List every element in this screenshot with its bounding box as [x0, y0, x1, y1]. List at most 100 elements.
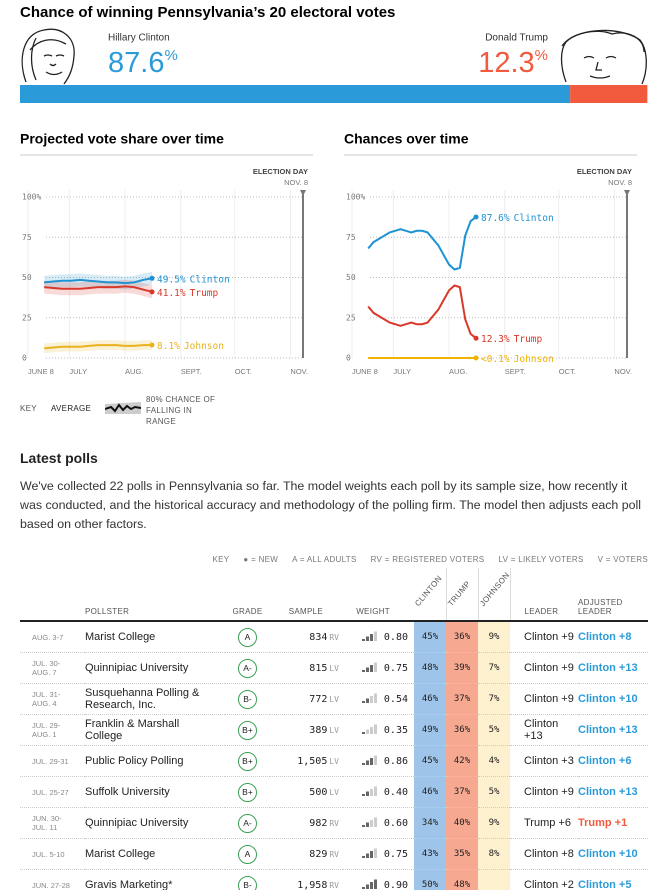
grade: B+ [238, 720, 257, 740]
pollster: Public Policy Polling [85, 745, 225, 777]
share: 50% [414, 869, 446, 890]
sample-size: 1,958 [297, 880, 328, 890]
weight: 0.35 [383, 725, 408, 736]
key-average: AVERAGE [51, 404, 92, 413]
candidate-label: TRUMP [445, 579, 472, 608]
weight: 0.54 [383, 694, 408, 705]
weight-cell: 0.60 [343, 807, 414, 839]
share: 48% [414, 652, 446, 684]
portrait [21, 28, 75, 85]
end-dot [149, 342, 155, 348]
sample-size: 772 [309, 694, 328, 705]
end-label: 87.6% Clinton [481, 212, 554, 223]
pollster: Franklin & Marshall College [85, 714, 225, 746]
portrait [560, 29, 647, 85]
weight: 0.40 [383, 787, 408, 798]
weight-bar [373, 817, 377, 827]
y-tick-label: 25 [22, 313, 32, 322]
weight-bar [369, 758, 373, 765]
weight: 0.60 [383, 818, 408, 829]
y-tick-label: 100% [22, 193, 41, 202]
share: 7% [478, 683, 510, 715]
sample-size: 834 [309, 632, 328, 643]
weight-icon [361, 817, 377, 827]
grade: B+ [238, 782, 257, 802]
candidate-label: CLINTON [413, 573, 444, 608]
share: 9% [478, 621, 510, 653]
series-line [44, 277, 153, 285]
percent-sign: % [164, 47, 177, 64]
grade: A- [238, 658, 257, 678]
weight-cell: 0.90 [343, 869, 414, 890]
election-day-label: ELECTION DAY [577, 167, 632, 176]
x-tick-label: JULY [69, 367, 87, 376]
end-dot [473, 214, 479, 220]
weight: 0.80 [383, 632, 408, 643]
weight-bar [369, 665, 373, 672]
key-icon [105, 402, 141, 414]
weight-bar [361, 887, 365, 889]
poll-dates: JUL. 31- AUG. 4 [20, 683, 85, 715]
population: RV [329, 881, 339, 890]
end-dot [149, 289, 155, 295]
series-name: Johnson [184, 340, 224, 351]
chance-bar [570, 85, 648, 103]
date-line: AUG. 3-7 [32, 632, 64, 642]
key-item: RV = REGISTERED VOTERS [370, 555, 485, 564]
column-header: SAMPLE [270, 568, 343, 622]
polls-key: KEY ● = NEW A = ALL ADULTS RV = REGISTERED … [20, 555, 648, 564]
y-tick-label: 0 [346, 354, 351, 363]
date-line: JUL. 5-10 [32, 849, 65, 859]
share: 5% [478, 776, 510, 808]
weight-bar [361, 701, 365, 703]
end-label: 41.1% Trump [157, 287, 218, 298]
weight-icon [361, 631, 377, 641]
share: 43% [414, 838, 446, 870]
weight-cell: 0.35 [343, 714, 414, 746]
share: 37% [446, 683, 478, 715]
x-tick-label: JULY [393, 367, 411, 376]
weight: 0.75 [383, 849, 408, 860]
column-header: ADJUSTED LEADER [578, 568, 648, 622]
key-item: V = VOTERS [597, 555, 648, 564]
end-dot [473, 355, 479, 361]
population: LV [329, 695, 339, 704]
adjusted-leader: Clinton +13 [578, 652, 648, 684]
x-tick-label: OCT. [559, 367, 576, 376]
election-day-marker [300, 190, 306, 196]
date-line: JUN. 30- [32, 814, 62, 823]
sample-cell: 1,958 RV [270, 869, 343, 890]
charts-area: Chance of winning Pennsylvania’s 20 elec… [20, 4, 648, 376]
end-value: 12.3% [481, 334, 510, 345]
weight-bar [373, 755, 377, 765]
x-tick-label: OCT. [235, 367, 252, 376]
weight: 0.86 [383, 756, 408, 767]
end-dot [149, 275, 155, 281]
sample-cell: 389 LV [270, 714, 343, 746]
pollster: Susquehanna Polling & Research, Inc. [85, 683, 225, 715]
column-header [20, 568, 85, 622]
adjusted-leader: Clinton +6 [578, 745, 648, 777]
weight-bar [373, 879, 377, 889]
end-value: 41.1% [157, 287, 186, 298]
x-tick-label: JUNE 8 [28, 367, 54, 376]
end-value: 8.1% [157, 340, 180, 351]
date-line: JUL. 11 [32, 823, 58, 832]
sample-cell: 982 RV [270, 807, 343, 839]
description: We've collected 22 polls in Pennsylvania… [20, 479, 642, 531]
weight-bar [369, 789, 373, 796]
y-tick-label: 75 [346, 233, 356, 242]
x-tick-label: AUG. [125, 367, 143, 376]
polls-section: Latest polls We've collected 22 polls in… [20, 447, 648, 890]
series-name: Johnson [514, 354, 554, 365]
y-tick-label: 50 [22, 273, 32, 282]
x-tick-label: SEPT. [505, 367, 526, 376]
end-label: 49.5% Clinton [157, 274, 230, 285]
sample-size: 815 [309, 663, 328, 674]
adjusted-leader: Clinton +13 [578, 776, 648, 808]
column-header: LEADER [510, 568, 578, 622]
date-line: JUL. 31- [32, 690, 61, 699]
grade: A- [238, 813, 257, 833]
polls-table: POLLSTER GRADE SAMPLE WEIGHT CLINTON TRUMP JOH… [20, 568, 648, 890]
y-tick-label: 50 [346, 273, 356, 282]
